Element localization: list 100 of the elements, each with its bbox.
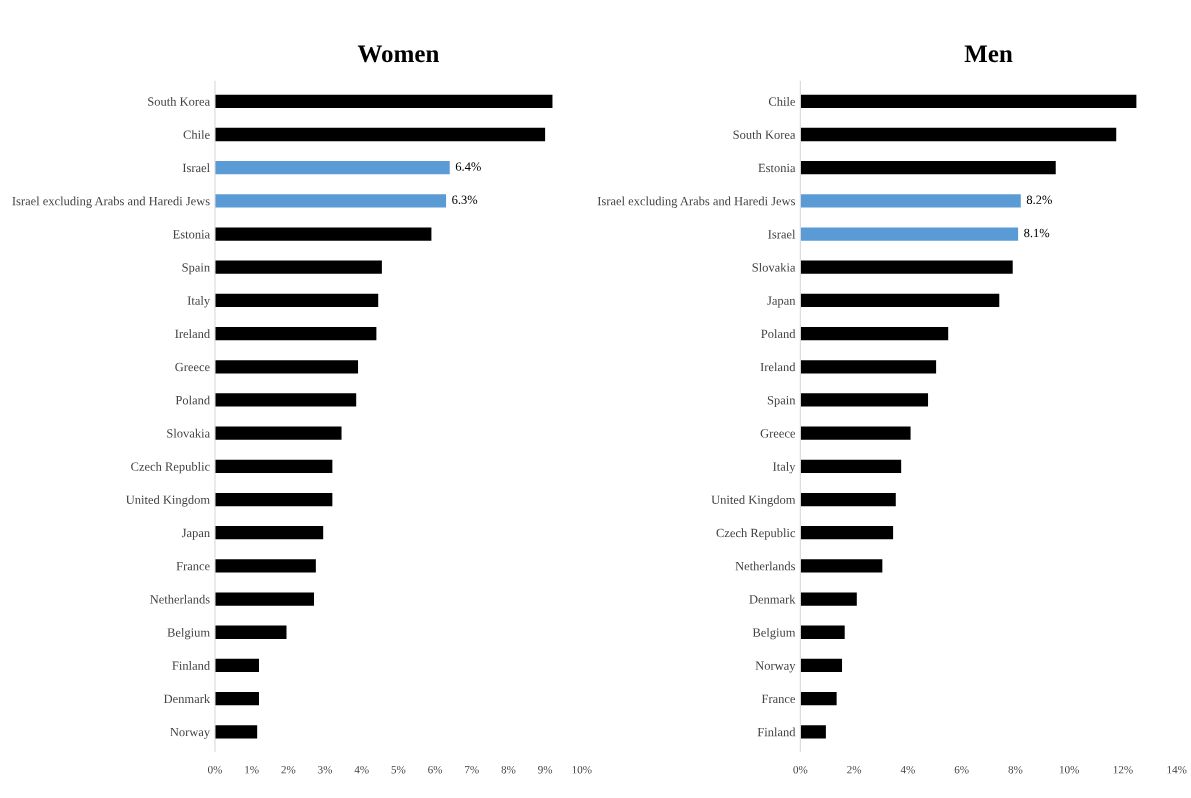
x-tick-label: 1%: [245, 765, 259, 774]
y-tick-label: Japan: [181, 528, 210, 540]
y-tick-label: Belgium: [167, 627, 210, 640]
y-tick-label: Slovakia: [167, 428, 210, 438]
data-label: 8.2%: [1026, 195, 1052, 205]
data-label: 6.4%: [455, 162, 481, 171]
y-tick-label: Estonia: [758, 163, 796, 173]
bar: [800, 227, 1019, 241]
y-tick-label: Italy: [773, 462, 796, 474]
x-tick-label: 2%: [281, 765, 296, 774]
chart-title: Women: [357, 45, 439, 63]
x-tick-label: 7%: [465, 765, 479, 774]
x-tick-label: 12%: [1113, 765, 1133, 774]
x-tick-label: 9%: [538, 765, 553, 774]
x-tick-label: 4%: [354, 765, 369, 774]
bar: [800, 260, 1013, 274]
x-tick-label: 10%: [572, 765, 592, 774]
y-tick-label: Slovakia: [752, 262, 796, 272]
y-tick-label: Netherlands: [735, 561, 796, 571]
bar: [800, 293, 1000, 308]
bar: [214, 559, 316, 573]
bar: [800, 725, 826, 739]
y-tick-label: Belgium: [752, 627, 796, 640]
bar: [800, 326, 949, 341]
y-tick-label: Poland: [761, 329, 796, 339]
y-tick-label: United Kingdom: [126, 495, 210, 507]
y-tick-label: Czech Republic: [131, 462, 210, 474]
y-tick-label: Greece: [760, 429, 796, 438]
bar: [214, 393, 357, 407]
bar: [800, 194, 1021, 208]
x-tick-label: 0%: [793, 765, 808, 774]
bar: [214, 691, 259, 706]
x-tick-label: 6%: [954, 765, 969, 774]
y-tick-label: Norway: [170, 727, 211, 739]
bar: [800, 559, 883, 573]
y-tick-label: South Korea: [148, 96, 210, 106]
bar: [800, 625, 845, 639]
bar: [214, 459, 333, 473]
data-label: 6.3%: [452, 195, 478, 205]
bar: [800, 426, 911, 440]
chart-title: Men: [964, 45, 1013, 63]
y-tick-label: United Kingdom: [711, 495, 796, 507]
y-tick-label: Poland: [175, 395, 210, 405]
bar: [800, 492, 896, 507]
x-tick-label: 8%: [501, 765, 516, 774]
bar: [214, 227, 432, 241]
y-tick-label: Greece: [175, 362, 210, 372]
bar: [214, 526, 324, 540]
bar: [800, 459, 902, 473]
y-tick-label: Ireland: [760, 362, 796, 372]
bar: [800, 658, 843, 673]
x-tick-label: 5%: [391, 765, 406, 774]
bar: [800, 526, 894, 540]
x-tick-label: 8%: [1008, 765, 1023, 774]
y-tick-label: Netherlands: [150, 594, 210, 604]
x-tick-label: 2%: [847, 765, 862, 774]
bar: [214, 260, 382, 274]
bar: [214, 326, 377, 341]
bar: [800, 592, 857, 606]
bar: [800, 691, 837, 706]
y-tick-label: Spain: [182, 263, 210, 275]
y-tick-label: Finland: [757, 727, 796, 737]
y-tick-label: Finland: [172, 661, 210, 670]
bar: [214, 625, 287, 639]
bar: [214, 94, 553, 108]
bar: [214, 725, 258, 739]
y-tick-label: Israel: [182, 163, 210, 173]
y-tick-label: Ireland: [175, 329, 210, 339]
y-tick-label: Chile: [183, 130, 210, 139]
bar: [214, 592, 315, 606]
data-label: 8.1%: [1024, 228, 1050, 238]
y-tick-label: Japan: [767, 296, 796, 308]
y-tick-label: Spain: [767, 396, 796, 407]
x-tick-label: 0%: [207, 765, 222, 774]
bar: [800, 393, 929, 407]
y-tick-label: Czech Republic: [716, 528, 796, 540]
y-tick-label: France: [761, 694, 796, 704]
bar: [214, 492, 333, 507]
y-tick-label: France: [176, 562, 210, 571]
y-tick-label: Italy: [187, 296, 211, 308]
x-tick-label: 10%: [1059, 765, 1079, 774]
bar: [800, 360, 937, 374]
bar: [214, 293, 379, 308]
y-tick-label: Denmark: [163, 694, 211, 704]
x-tick-label: 3%: [318, 765, 333, 774]
bar: [214, 426, 342, 440]
bar: [214, 360, 359, 374]
bar: [800, 94, 1137, 108]
y-tick-label: Denmark: [749, 594, 796, 604]
bar: [214, 161, 450, 175]
x-tick-label: 4%: [900, 765, 915, 774]
y-tick-label: Norway: [755, 661, 796, 673]
bar: [800, 127, 1117, 142]
y-tick-label: Estonia: [172, 230, 210, 239]
bar: [214, 658, 259, 673]
y-tick-label: South Korea: [733, 130, 796, 139]
bar: [800, 161, 1056, 175]
y-tick-label: Israel excluding Arabs and Haredi Jews: [12, 196, 210, 208]
x-tick-label: 14%: [1167, 765, 1187, 774]
y-tick-label: Chile: [768, 96, 796, 106]
